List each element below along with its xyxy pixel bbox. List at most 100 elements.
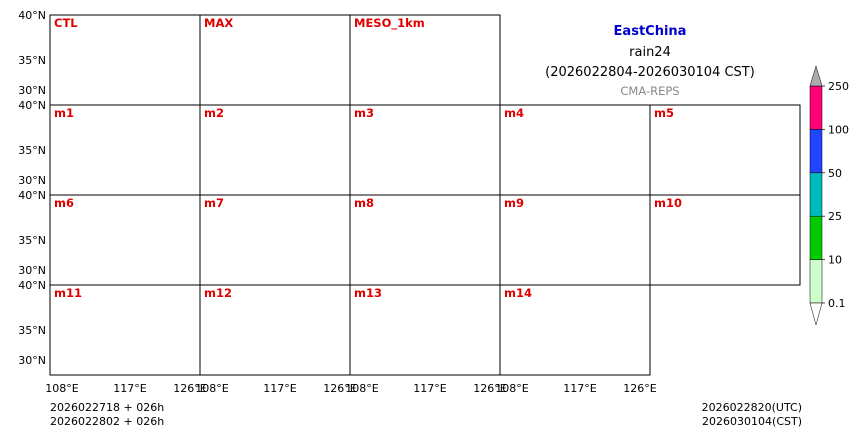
panel-grid: CTL MAX MESO_1km m1 m2 m3 m4 m5 m6 m7 m8 m9 m10 m11 m1…: [49, 14, 801, 376]
panel-m8: m8: [349, 194, 501, 286]
init-time-utc: 2026022718 + 026h: [50, 401, 164, 414]
footer: 2026022718 + 026h 2026022802 + 026h 2026…: [50, 401, 802, 428]
panel-frame: [649, 194, 801, 286]
panel-m14: m14: [499, 284, 651, 376]
panel-m9: m9: [499, 194, 651, 286]
axis-labels: 40°N 35°N 30°N 40°N 35°N 30°N 40°N 35°N 30°N 40°N…: [18, 9, 657, 395]
panel-label: m9: [504, 196, 524, 210]
system-label: CMA-REPS: [620, 84, 679, 98]
lon-label: 117°E: [113, 382, 146, 395]
panel-background: [200, 15, 350, 105]
panel-background: [350, 105, 500, 195]
panel-label: m8: [354, 196, 374, 210]
lat-label: 30°N: [18, 354, 46, 367]
lat-label: 35°N: [18, 324, 46, 337]
lon-label: 117°E: [413, 382, 446, 395]
lon-label: 126°E: [323, 382, 356, 395]
panel-background: [650, 105, 800, 195]
panel-label: m3: [354, 106, 374, 120]
panel-label: MESO_1km: [354, 16, 425, 31]
lon-label: 117°E: [263, 382, 296, 395]
panel-m1: m1: [49, 104, 201, 196]
lon-label: 108°E: [495, 382, 528, 395]
panel-background: [500, 105, 650, 195]
colorbar-segment: [809, 85, 823, 130]
panel-label: m6: [54, 196, 74, 210]
panel-background: [200, 195, 350, 285]
panel-label: m13: [354, 286, 382, 300]
lon-label: 117°E: [563, 382, 596, 395]
panel-background: [350, 195, 500, 285]
colorbar-segment: [809, 172, 823, 217]
colorbar-label: 25: [828, 210, 842, 223]
lon-label: 126°E: [473, 382, 506, 395]
lon-label: 108°E: [195, 382, 228, 395]
panel-background: [200, 105, 350, 195]
variable-title: rain24: [629, 45, 671, 60]
colorbar-label: 0.1: [828, 297, 846, 310]
colorbar-label: 250: [828, 80, 849, 93]
panel-m5: m5: [649, 104, 801, 196]
panel-label: m4: [504, 106, 524, 120]
panel-background: [500, 195, 650, 285]
panel-background: [50, 15, 200, 105]
panel-label: MAX: [204, 16, 233, 30]
panel-m4: m4: [499, 104, 651, 196]
colorbar-label: 100: [828, 123, 849, 136]
lon-label: 126°E: [173, 382, 206, 395]
panel-background: [200, 285, 350, 375]
lon-label: 108°E: [345, 382, 378, 395]
panel-ctl: CTL: [49, 14, 201, 106]
header: EastChina rain24 (2026022804-2026030104 …: [545, 24, 755, 98]
panel-label: m14: [504, 286, 532, 300]
lat-label: 30°N: [18, 174, 46, 187]
panel-m2: m2: [199, 104, 351, 196]
valid-time-cst: 2026030104(CST): [702, 415, 802, 428]
panel-meso_1km: MESO_1km: [349, 14, 501, 106]
panel-m11: m11: [49, 284, 201, 376]
colorbar-extend-max: [809, 65, 823, 87]
panel-frame: [499, 284, 651, 376]
lat-label: 35°N: [18, 54, 46, 67]
panel-label: m11: [54, 286, 82, 300]
lat-label: 40°N: [18, 279, 46, 292]
panel-label: m10: [654, 196, 682, 210]
panel-m10: m10: [649, 194, 801, 286]
panel-m7: m7: [199, 194, 351, 286]
panel-m6: m6: [49, 194, 201, 286]
panel-m12: m12: [199, 284, 351, 376]
lat-label: 35°N: [18, 144, 46, 157]
colorbar: 0.1 10 25 50 100 250: [809, 65, 849, 326]
panel-label: m5: [654, 106, 674, 120]
panel-background: [650, 195, 800, 285]
panel-m13: m13: [349, 284, 501, 376]
init-time-cst: 2026022802 + 026h: [50, 415, 164, 428]
panel-background: [50, 105, 200, 195]
panel-background: [50, 285, 200, 375]
panel-max: MAX: [199, 14, 351, 106]
panel-background: [350, 285, 500, 375]
colorbar-label: 50: [828, 167, 842, 180]
lat-label: 30°N: [18, 84, 46, 97]
region-title: EastChina: [614, 24, 687, 39]
colorbar-extend-min: [809, 302, 823, 326]
panel-label: m7: [204, 196, 224, 210]
lon-label: 108°E: [45, 382, 78, 395]
colorbar-segment: [809, 215, 823, 260]
lat-label: 30°N: [18, 264, 46, 277]
panel-background: [500, 285, 650, 375]
panel-label: m12: [204, 286, 232, 300]
panel-background: [50, 195, 200, 285]
panel-background: [350, 15, 500, 105]
colorbar-segment: [809, 129, 823, 174]
colorbar-label: 10: [828, 254, 842, 267]
lon-label: 126°E: [623, 382, 656, 395]
lat-label: 35°N: [18, 234, 46, 247]
panel-label: m2: [204, 106, 224, 120]
valid-time-utc: 2026022820(UTC): [702, 401, 802, 414]
lat-label: 40°N: [18, 9, 46, 22]
lat-label: 40°N: [18, 189, 46, 202]
lat-label: 40°N: [18, 99, 46, 112]
period-title: (2026022804-2026030104 CST): [545, 65, 755, 80]
